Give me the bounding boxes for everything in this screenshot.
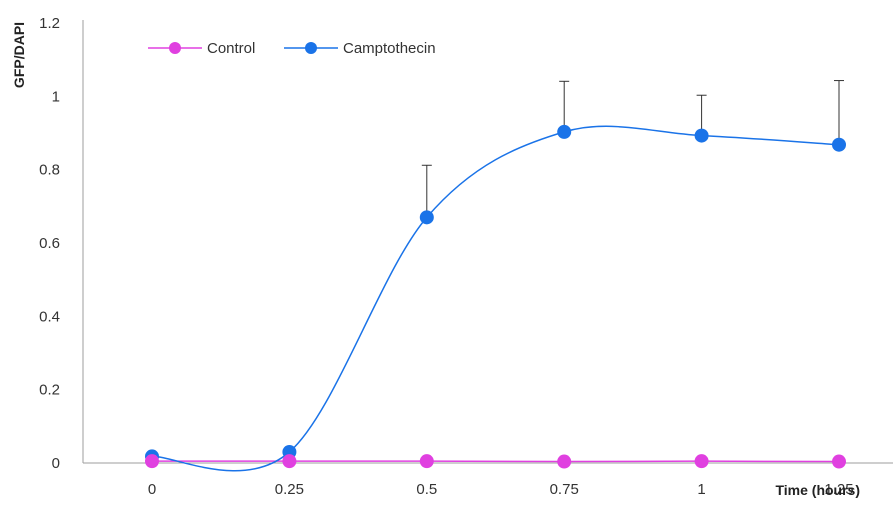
error-bars <box>421 80 844 218</box>
data-point-control <box>557 454 572 469</box>
data-point-control <box>282 454 297 469</box>
data-point-control <box>832 454 846 469</box>
y-tick-label: 0.4 <box>39 308 60 325</box>
data-point-camptothecin <box>694 128 709 143</box>
x-tick-label: 0 <box>148 481 156 498</box>
legend-label-camptothecin: Camptothecin <box>343 40 436 57</box>
y-axis-title: GFP/DAPI <box>11 22 27 88</box>
y-tick-label: 0.2 <box>39 382 60 399</box>
x-axis-title: Time (hours) <box>775 482 860 498</box>
x-tick-label: 1 <box>697 481 705 498</box>
x-tick-label: 0.5 <box>416 481 437 498</box>
data-point-control <box>694 454 709 469</box>
y-tick-label: 0 <box>52 455 60 472</box>
series-points <box>145 124 846 469</box>
legend-item-camptothecin: Camptothecin <box>284 40 436 57</box>
y-tick-labels: 0 0.2 0.4 0.6 0.8 1 1.2 <box>39 15 60 472</box>
data-point-control <box>419 454 434 469</box>
legend: Control Camptothecin <box>148 40 436 57</box>
series-line-camptothecin <box>151 125 840 472</box>
data-point-camptothecin <box>557 124 572 139</box>
y-tick-label: 1.2 <box>39 15 60 32</box>
x-tick-labels: 0 0.25 0.5 0.75 1 1.25 <box>148 481 854 498</box>
legend-item-control: Control <box>148 40 255 57</box>
data-point-camptothecin <box>832 137 846 152</box>
legend-marker-camptothecin <box>305 42 317 54</box>
data-point-camptothecin <box>419 210 434 225</box>
y-tick-label: 1 <box>52 88 60 105</box>
y-tick-label: 0.6 <box>39 235 60 252</box>
legend-label-control: Control <box>207 40 255 57</box>
legend-marker-control <box>169 42 181 54</box>
data-point-control <box>145 454 159 469</box>
axes <box>82 20 893 464</box>
x-tick-label: 1.25 <box>824 481 853 498</box>
x-tick-label: 0.75 <box>550 481 579 498</box>
y-tick-label: 0.8 <box>39 162 60 179</box>
x-tick-label: 0.25 <box>275 481 304 498</box>
series-lines <box>151 125 840 472</box>
